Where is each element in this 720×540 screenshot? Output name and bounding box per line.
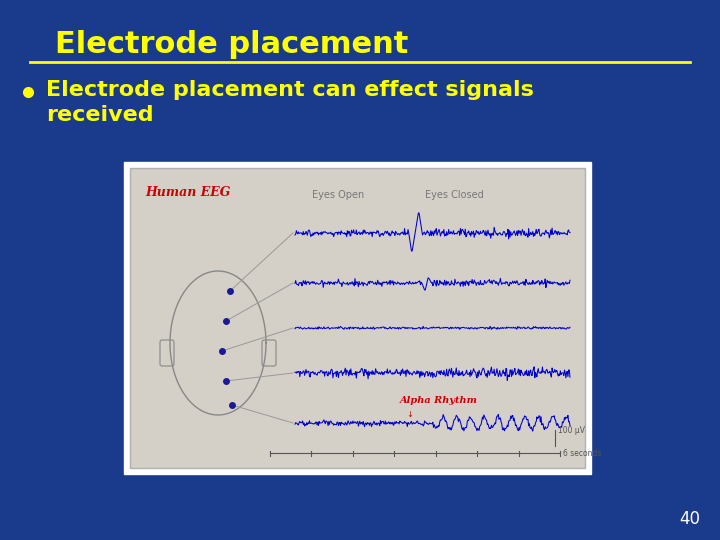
- Text: Electrode placement can effect signals: Electrode placement can effect signals: [46, 80, 534, 100]
- Text: Human EEG: Human EEG: [145, 186, 230, 199]
- Text: received: received: [46, 105, 153, 125]
- Text: Eyes Open: Eyes Open: [312, 190, 364, 200]
- Text: 6 seconds: 6 seconds: [563, 449, 601, 458]
- FancyBboxPatch shape: [262, 340, 276, 366]
- FancyBboxPatch shape: [124, 162, 591, 474]
- FancyBboxPatch shape: [130, 168, 585, 468]
- Text: Eyes Closed: Eyes Closed: [425, 190, 484, 200]
- Text: Electrode placement: Electrode placement: [55, 30, 408, 59]
- Text: Alpha Rhythm: Alpha Rhythm: [400, 396, 478, 405]
- Text: 40: 40: [679, 510, 700, 528]
- Text: ↓: ↓: [406, 410, 413, 419]
- Text: 100 µV: 100 µV: [558, 426, 585, 435]
- FancyBboxPatch shape: [160, 340, 174, 366]
